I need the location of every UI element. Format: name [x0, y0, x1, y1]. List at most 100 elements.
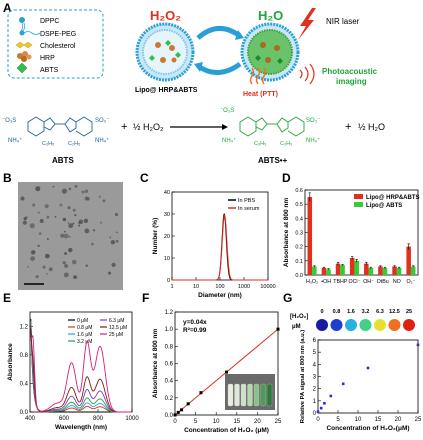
- circles-unit: μM: [292, 324, 301, 330]
- x-tick-label: 20: [254, 419, 261, 425]
- legend-label: 3.2 μM: [77, 339, 92, 345]
- tem-particle: [67, 206, 71, 210]
- tem-particle: [68, 187, 72, 191]
- y-axis-label: Absorbance: [7, 343, 14, 381]
- legend-swatch: [354, 202, 363, 207]
- x-tick-label: 1000: [238, 284, 250, 290]
- x-tick-label: 10: [213, 419, 220, 425]
- tem-particle: [84, 189, 89, 193]
- y-tick-label: 0.8: [165, 344, 174, 350]
- tem-particle: [22, 220, 27, 225]
- tem-particle: [39, 219, 44, 223]
- tem-particle: [108, 271, 112, 275]
- data-point: [276, 327, 280, 331]
- panel-d: D 0.0 0.1 0.2 0.3 0.4 0.5 0.6 H₂O₂ •OH TBHP OCl⁻ OH…: [282, 171, 420, 285]
- bar-abts: [326, 269, 331, 275]
- y-tick-label: 40: [164, 190, 170, 196]
- tem-particle: [114, 212, 119, 217]
- heat-label: Heat (PTT): [243, 91, 278, 98]
- absorbance-spectra-chart: 400 600 800 1000 0.0 0.4 0.8 1.2 0 μM0.8 μM1.6 μ…: [7, 311, 139, 431]
- data-point: [199, 391, 203, 395]
- tem-particle: [92, 229, 96, 232]
- data-point: [225, 370, 228, 374]
- tem-particle: [100, 221, 103, 224]
- particle-label: Lipo@ HRP&ABTS: [135, 87, 198, 94]
- category-label: OtBu: [377, 279, 389, 285]
- tem-particle: [91, 242, 94, 246]
- bar-hrp-abts: [378, 266, 383, 275]
- tem-particle: [81, 190, 85, 194]
- y-axis-label: Number (%): [152, 218, 159, 254]
- y-tick-label: 1: [313, 399, 317, 405]
- vial: [240, 383, 247, 407]
- tem-particle: [20, 196, 25, 201]
- data-point: [319, 406, 323, 410]
- y-tick-label: 0.0: [295, 273, 303, 279]
- y-tick-label: 20: [164, 234, 170, 240]
- tem-particle: [30, 256, 35, 261]
- liposome-before-icon: [135, 22, 195, 82]
- circle-value-label: 1.6: [347, 309, 355, 315]
- tem-particle: [26, 265, 29, 268]
- y-tick-label: 0.4: [295, 216, 303, 222]
- abts-diamond-icon: [16, 62, 28, 74]
- data-point: [176, 410, 180, 414]
- tem-particle: [64, 264, 68, 268]
- ethyl-left-2: C₂H₅: [68, 141, 80, 147]
- ethyl-left-1: C₂H₅: [42, 141, 54, 147]
- panel-g: G [H₂O₂]μM0 0.8 1.6 3.2 6.3 12.5 250 5 10 15 20 250…: [283, 291, 422, 432]
- x-axis-label: Diameter (nm): [198, 292, 242, 299]
- x-axis-label: Wavelength (nm): [55, 424, 107, 431]
- nh4-right: NH₄⁺: [95, 137, 109, 144]
- dppc-lipid-icon: [19, 17, 26, 32]
- x-tick-label: 100: [215, 284, 224, 290]
- y-tick-label: 0.0: [165, 413, 174, 419]
- x-tick-label: 10000: [260, 284, 275, 290]
- reaction-cycle-arrows-icon: [194, 26, 244, 75]
- x-tick-label: 400: [25, 416, 36, 422]
- pa-image-circle: [345, 319, 357, 331]
- plus-2: +: [345, 121, 351, 133]
- data-point: [341, 382, 345, 386]
- so3-right-oxidized: SO₃⁻: [306, 118, 320, 124]
- tem-particle: [74, 184, 78, 188]
- circle-value-label: 6.3: [376, 309, 384, 315]
- pa-image-circle: [316, 319, 328, 331]
- tem-particle: [67, 222, 70, 224]
- bar-abts: [354, 260, 359, 275]
- x-tick-label: 5: [336, 417, 340, 423]
- y-axis-label: Absorbance at 800 nm: [283, 198, 290, 268]
- panel-f: F 0 5 10 15 20 25 0.0 0.2 0.4 0.6 0.8 1.0 1.2 y=0.04x…: [142, 291, 282, 434]
- nir-laser-label: NIR laser: [326, 17, 360, 26]
- nh4-left-oxidized: NH₄⁺: [222, 137, 236, 144]
- abts-radical-name: ABTS•+: [258, 156, 288, 165]
- ethyl-right-1: C₂H₅: [254, 141, 266, 147]
- tem-particle: [60, 233, 65, 238]
- tem-particle: [63, 230, 66, 233]
- sound-wave-icon: [299, 63, 315, 85]
- spectrum-line: [30, 328, 132, 413]
- x-tick-label: 600: [59, 416, 70, 422]
- ethyl-right-2: C₂H₅: [280, 141, 292, 147]
- tem-particle: [116, 231, 118, 234]
- panel-letter-f: F: [142, 291, 149, 305]
- y-tick-label: 0.1: [295, 259, 303, 265]
- tem-particle: [71, 259, 77, 265]
- calibration-chart: 0 5 10 15 20 25 0.0 0.2 0.4 0.6 0.8 1.0 1.2 y=0.04xR²…: [152, 310, 282, 434]
- tem-particle: [102, 199, 106, 203]
- tem-particle: [62, 261, 66, 265]
- y-tick-label: 4: [313, 362, 317, 368]
- tem-particle: [111, 262, 116, 267]
- tem-particle: [35, 275, 39, 279]
- panel-letter-b: B: [3, 171, 12, 185]
- x-tick-label: 800: [93, 416, 104, 422]
- vial: [266, 383, 273, 407]
- panel-b: B: [3, 171, 123, 290]
- cholesterol-icon: [15, 41, 33, 49]
- nh4-right-oxidized: NH₄⁺: [306, 137, 320, 144]
- nh4-left: NH₄⁺: [8, 137, 22, 144]
- x-tick-label: 10: [193, 284, 199, 290]
- category-label: NO: [393, 279, 401, 285]
- x-tick-label: 15: [375, 417, 382, 423]
- so3-left: ⁻O₃S: [2, 118, 16, 124]
